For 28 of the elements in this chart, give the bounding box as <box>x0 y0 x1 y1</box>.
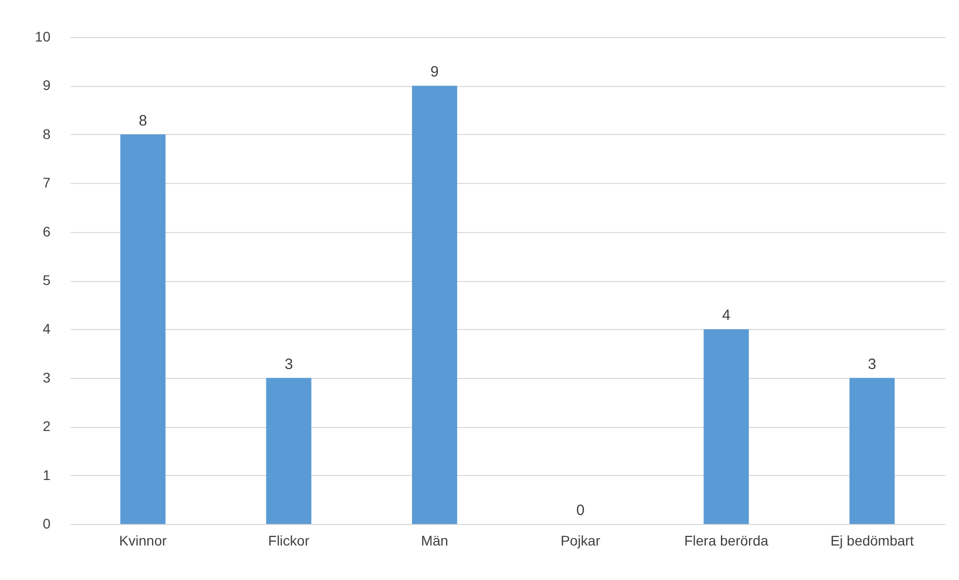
y-tick-label: 6 <box>42 223 51 240</box>
x-tick-label: Pojkar <box>560 532 601 548</box>
data-label: 3 <box>284 356 293 373</box>
y-tick-label: 7 <box>42 174 51 191</box>
x-tick-label: Män <box>420 532 448 548</box>
x-tick-label: Flickor <box>268 532 310 548</box>
data-label: 9 <box>430 64 439 81</box>
bar <box>849 378 895 524</box>
y-tick-label: 9 <box>42 77 51 94</box>
y-tick-label: 8 <box>42 126 51 142</box>
bar <box>412 86 458 524</box>
y-tick-label: 4 <box>42 320 51 337</box>
y-tick-label: 1 <box>42 466 51 483</box>
y-tick-label: 3 <box>42 369 51 386</box>
y-tick-label: 5 <box>42 272 51 288</box>
y-tick-label: 10 <box>34 28 51 44</box>
y-tick-label: 2 <box>42 418 51 434</box>
data-label: 8 <box>138 112 148 130</box>
x-tick-label: Flera berörda <box>684 532 768 548</box>
data-label: 0 <box>576 502 585 519</box>
bar <box>266 378 312 524</box>
bar <box>120 134 166 524</box>
bar <box>704 329 749 524</box>
data-label: 4 <box>722 307 730 324</box>
y-tick-label: 0 <box>42 516 51 532</box>
data-label: 3 <box>868 356 876 373</box>
x-tick-label: Ej bedömbart <box>830 532 914 548</box>
x-tick-label: Kvinnor <box>119 532 167 548</box>
